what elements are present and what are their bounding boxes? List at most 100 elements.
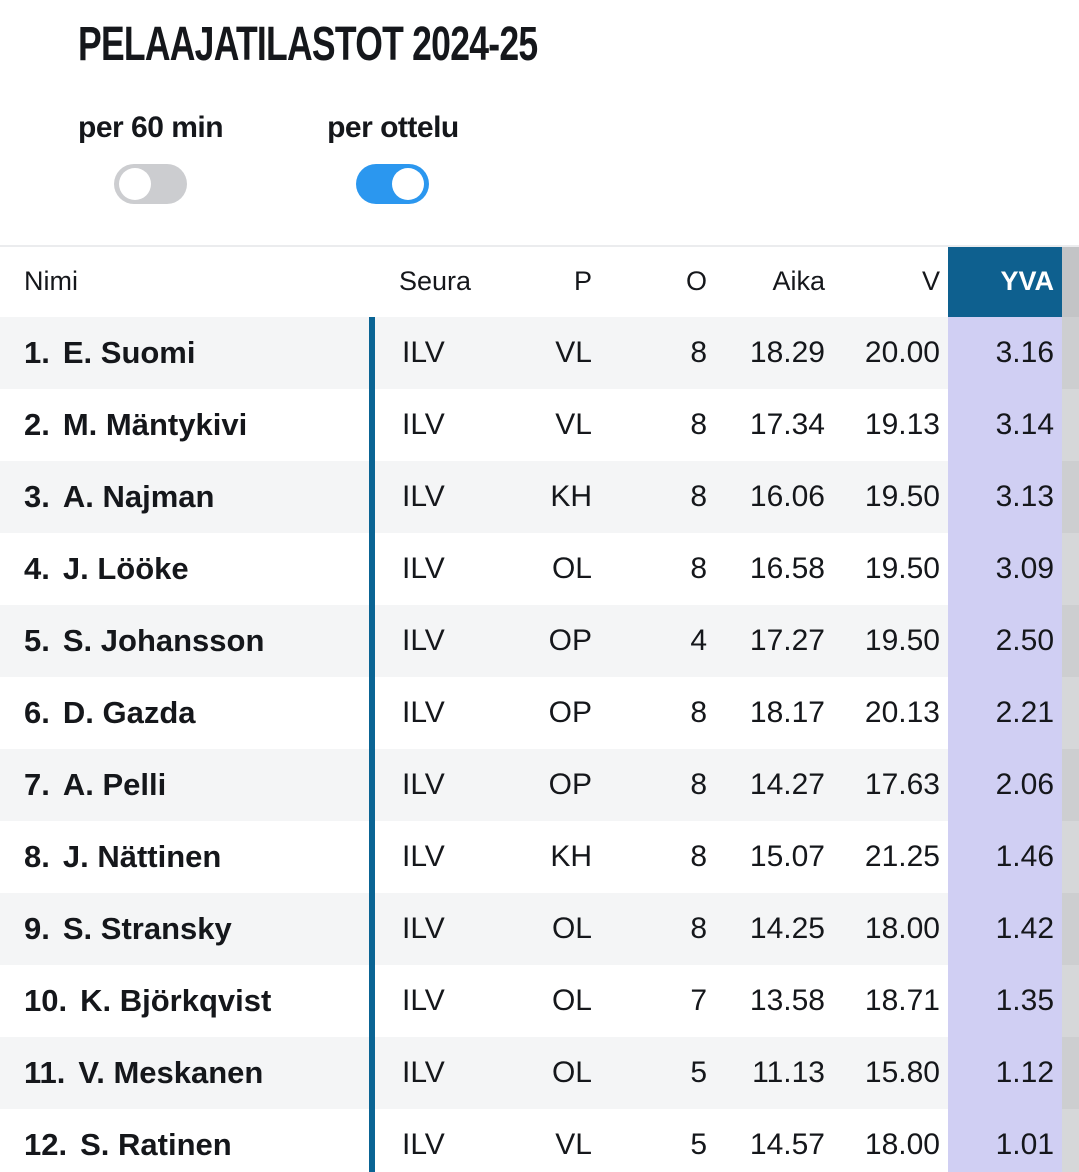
per-60-min-group: per 60 min	[78, 110, 224, 204]
per-60-min-label: per 60 min	[78, 110, 224, 144]
rank-number: 3.	[24, 478, 50, 514]
v-cell: 19.50	[833, 532, 948, 605]
aika-cell: 16.06	[715, 460, 833, 533]
clipped-next-column-cell	[1062, 1036, 1079, 1109]
position-cell: OL	[490, 532, 600, 605]
page-title: PELAAJATILASTOT 2024-25	[78, 18, 538, 71]
player-name-cell: 4. J. Lööke	[0, 532, 375, 605]
v-cell: 15.80	[833, 1036, 948, 1109]
table-row: 11. V. Meskanen ILV OL 5 11.13 15.80 1.12	[0, 1036, 1079, 1109]
column-header-aika[interactable]: Aika	[772, 266, 825, 297]
games-cell: 5	[600, 1108, 715, 1172]
team-cell: ILV	[372, 676, 490, 749]
rank-number: 10.	[24, 982, 68, 1018]
toggle-knob	[119, 167, 152, 200]
table-row: 5. S. Johansson ILV OP 4 17.27 19.50 2.50	[0, 604, 1079, 677]
yva-cell: 3.14	[948, 388, 1062, 461]
position-cell: OP	[490, 604, 600, 677]
player-name: K. Björkqvist	[80, 982, 272, 1018]
player-name-cell: 10. K. Björkqvist	[0, 964, 375, 1037]
v-cell: 19.50	[833, 604, 948, 677]
table-row: 7. A. Pelli ILV OP 8 14.27 17.63 2.06	[0, 748, 1079, 821]
yva-cell: 3.13	[948, 460, 1062, 533]
aika-cell: 18.29	[715, 316, 833, 389]
clipped-next-column-cell	[1062, 748, 1079, 821]
aika-cell: 16.58	[715, 532, 833, 605]
player-name-cell: 6. D. Gazda	[0, 676, 375, 749]
rank-number: 9.	[24, 910, 50, 946]
v-cell: 18.00	[833, 892, 948, 965]
player-name-cell: 1. E. Suomi	[0, 316, 375, 389]
team-cell: ILV	[372, 388, 490, 461]
aika-cell: 14.57	[715, 1108, 833, 1172]
rank-number: 8.	[24, 838, 50, 874]
aika-cell: 11.13	[715, 1036, 833, 1109]
player-name: D. Gazda	[62, 694, 196, 730]
player-name-cell: 11. V. Meskanen	[0, 1036, 375, 1109]
yva-cell: 3.09	[948, 532, 1062, 605]
column-header-nimi[interactable]: Nimi	[24, 266, 78, 297]
aika-cell: 13.58	[715, 964, 833, 1037]
clipped-next-column-cell	[1062, 892, 1079, 965]
player-name: J. Lööke	[62, 550, 189, 586]
position-cell: VL	[490, 316, 600, 389]
player-name: S. Ratinen	[80, 1126, 232, 1162]
table-row: 2. M. Mäntykivi ILV VL 8 17.34 19.13 3.14	[0, 388, 1079, 461]
per-ottelu-toggle[interactable]	[356, 163, 430, 204]
v-cell: 20.13	[833, 676, 948, 749]
v-cell: 19.50	[833, 460, 948, 533]
rank-number: 12.	[24, 1126, 68, 1162]
position-cell: VL	[490, 1108, 600, 1172]
yva-cell: 1.12	[948, 1036, 1062, 1109]
games-cell: 4	[600, 604, 715, 677]
v-cell: 17.63	[833, 748, 948, 821]
aika-cell: 17.34	[715, 388, 833, 461]
position-cell: OL	[490, 964, 600, 1037]
toggle-bar: per 60 min per ottelu	[78, 110, 1079, 204]
position-cell: OP	[490, 748, 600, 821]
v-cell: 20.00	[833, 316, 948, 389]
team-cell: ILV	[372, 1108, 490, 1172]
aika-cell: 15.07	[715, 820, 833, 893]
position-cell: KH	[490, 460, 600, 533]
position-cell: VL	[490, 388, 600, 461]
column-header-o[interactable]: O	[685, 266, 707, 297]
rank-number: 5.	[24, 622, 50, 658]
player-name-cell: 2. M. Mäntykivi	[0, 388, 375, 461]
player-name-cell: 5. S. Johansson	[0, 604, 375, 677]
table-row: 12. S. Ratinen ILV VL 5 14.57 18.00 1.01	[0, 1108, 1079, 1172]
player-name-cell: 9. S. Stransky	[0, 892, 375, 965]
position-cell: OL	[490, 1036, 600, 1109]
aika-cell: 14.27	[715, 748, 833, 821]
clipped-next-column-cell	[1062, 604, 1079, 677]
games-cell: 5	[600, 1036, 715, 1109]
clipped-next-column-cell	[1062, 1108, 1079, 1172]
per-ottelu-group: per ottelu	[327, 110, 459, 204]
rank-number: 2.	[24, 406, 50, 442]
rank-number: 1.	[24, 334, 50, 370]
header-row: Nimi Seura P O Aika V YVA	[0, 245, 1079, 317]
rank-number: 7.	[24, 766, 50, 802]
games-cell: 8	[600, 316, 715, 389]
team-cell: ILV	[372, 964, 490, 1037]
v-cell: 19.13	[833, 388, 948, 461]
games-cell: 8	[600, 748, 715, 821]
column-header-seura[interactable]: Seura	[399, 266, 472, 297]
team-cell: ILV	[372, 892, 490, 965]
games-cell: 8	[600, 460, 715, 533]
table-row: 3. A. Najman ILV KH 8 16.06 19.50 3.13	[0, 460, 1079, 533]
clipped-next-column-cell	[1062, 820, 1079, 893]
player-stats-table: Nimi Seura P O Aika V YVA 1. E. Suomi ILV V…	[0, 244, 1079, 1172]
position-cell: KH	[490, 820, 600, 893]
team-cell: ILV	[372, 532, 490, 605]
clipped-next-column-cell	[1062, 676, 1079, 749]
column-header-p[interactable]: P	[573, 266, 592, 297]
team-cell: ILV	[372, 748, 490, 821]
column-header-v[interactable]: V	[921, 266, 940, 297]
column-header-yva[interactable]: YVA	[948, 245, 1062, 317]
player-name: S. Johansson	[62, 622, 265, 658]
per-60-min-toggle[interactable]	[114, 163, 188, 204]
clipped-next-column-header	[1062, 245, 1079, 317]
v-cell: 18.71	[833, 964, 948, 1037]
